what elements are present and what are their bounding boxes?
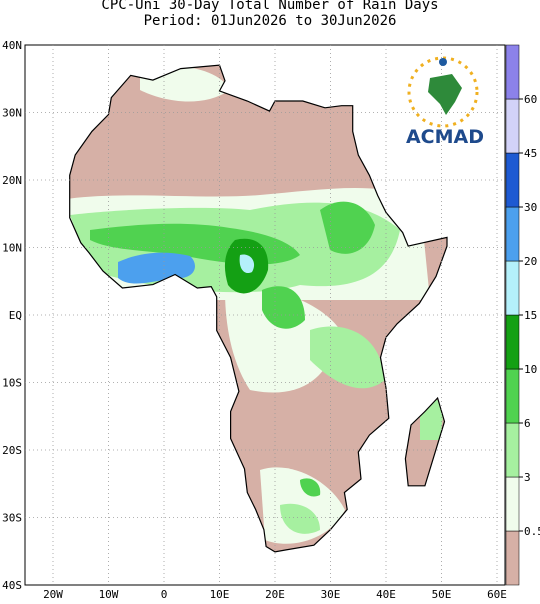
lon-label: 30E xyxy=(321,588,341,600)
colorbar-label: 20 xyxy=(524,255,537,268)
colorbar-label: 3 xyxy=(524,471,531,484)
colorbar-band xyxy=(505,152,520,208)
colorbar-band xyxy=(505,422,520,478)
colorbar-label: 0.5 xyxy=(524,525,540,538)
colorbar-band xyxy=(505,206,520,262)
colorbar-label: 60 xyxy=(524,93,537,106)
colorbar-band xyxy=(505,260,520,316)
rain-area xyxy=(225,287,340,393)
colorbar-label: 15 xyxy=(524,309,537,322)
lon-label: 20W xyxy=(43,588,63,600)
lon-label: 60E xyxy=(487,588,507,600)
lat-label: 40S xyxy=(2,579,22,592)
colorbar-band xyxy=(505,476,520,532)
lat-label: 10N xyxy=(2,242,22,255)
colorbar: 0.5 3 6 10 15 20 30 45 60 xyxy=(505,44,540,586)
colorbar-band xyxy=(505,530,520,586)
colorbar-band xyxy=(505,98,520,154)
lat-label: EQ xyxy=(9,309,22,322)
lon-label: 10E xyxy=(210,588,230,600)
colorbar-band xyxy=(505,368,520,424)
lat-label: 40N xyxy=(2,39,22,52)
rain-area xyxy=(260,467,345,544)
lon-label: 40E xyxy=(376,588,396,600)
rain-area xyxy=(280,503,320,534)
lon-label: 50E xyxy=(432,588,452,600)
lat-label: 30S xyxy=(2,512,22,525)
colorbar-label: 30 xyxy=(524,201,537,214)
acmad-logo: ACMAD xyxy=(406,56,484,148)
rain-area xyxy=(262,286,305,329)
lat-label: 10S xyxy=(2,377,22,390)
rain-area xyxy=(310,326,385,389)
lon-label: 0 xyxy=(161,588,168,600)
rain-area xyxy=(300,478,321,497)
graticule: 40N 30N 20N 10N EQ 10S 20S 30S 40S 20W 10W 0 10E 20E 3… xyxy=(2,39,507,601)
rain-areas xyxy=(69,66,445,544)
lat-label: 20S xyxy=(2,444,22,457)
lon-label: 10W xyxy=(99,588,119,600)
africa-land xyxy=(69,64,448,553)
colorbar-label: 6 xyxy=(524,417,531,430)
title: CPC-Uni 30-Day Total Number of Rain Days xyxy=(101,0,438,13)
rain-area xyxy=(320,201,375,254)
rain-area xyxy=(239,254,255,274)
lat-label: 30N xyxy=(2,107,22,120)
logo-text: ACMAD xyxy=(406,126,484,148)
colorbar-band xyxy=(505,314,520,370)
colorbar-band xyxy=(505,44,520,100)
lat-label: 20N xyxy=(2,174,22,187)
colorbar-label: 10 xyxy=(524,363,537,376)
colorbar-label: 45 xyxy=(524,147,537,160)
subtitle: Period: 01Jun2026 to 30Jun2026 xyxy=(144,13,397,29)
lon-label: 20E xyxy=(265,588,285,600)
